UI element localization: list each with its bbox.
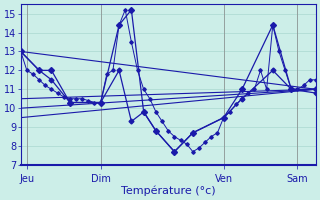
X-axis label: Température (°c): Température (°c) bbox=[121, 185, 216, 196]
